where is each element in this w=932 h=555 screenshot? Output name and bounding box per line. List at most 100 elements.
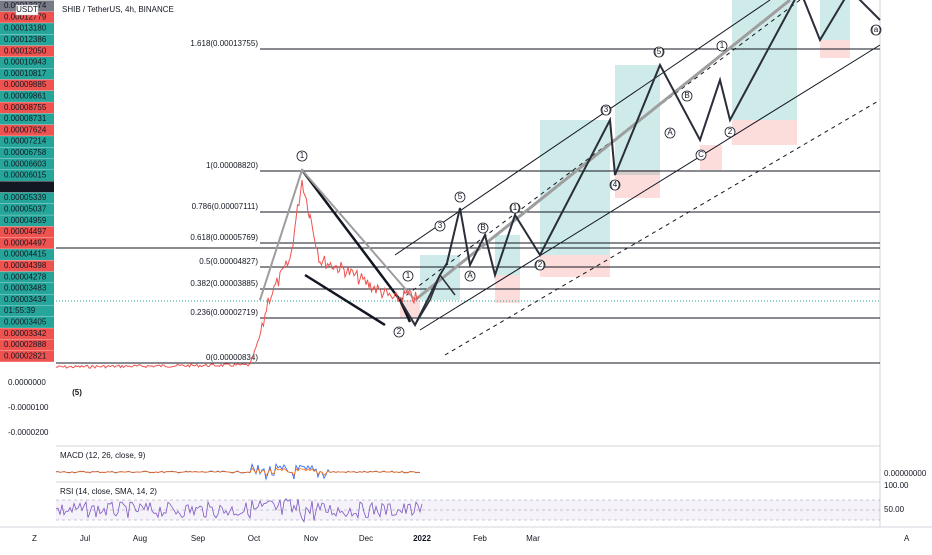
- wave-marker: [870, 24, 882, 36]
- wave-label: (3): [601, 105, 611, 114]
- price-label-box: [0, 45, 54, 57]
- price-label: 0.00003483: [4, 284, 47, 293]
- wave-label: 1: [406, 271, 411, 280]
- wave-label: A: [667, 128, 673, 137]
- fib-label: 0(0.00000834): [206, 353, 258, 362]
- price-label: 0.00010817: [4, 69, 47, 78]
- price-label: 0.00005037: [4, 205, 47, 214]
- price-label-box: [0, 102, 54, 114]
- wave-label: C: [698, 150, 704, 159]
- wave-marker: [695, 149, 707, 161]
- wave-marker: [477, 222, 489, 234]
- time-label: Aug: [133, 534, 147, 543]
- rsi-upper: 100.00: [884, 481, 909, 490]
- wave-marker: [464, 270, 476, 282]
- price-label: 0.00003342: [4, 329, 47, 338]
- price-label: 0.00010943: [4, 58, 47, 67]
- time-label: Mar: [526, 534, 540, 543]
- price-label-box: [0, 181, 54, 193]
- wave-marker: [716, 40, 728, 52]
- price-label-box: [0, 90, 54, 102]
- price-label-box: [0, 68, 54, 80]
- price-label: 0.00006015: [4, 171, 47, 180]
- price-label: 0.00004959: [4, 216, 47, 225]
- price-label: 0.00008731: [4, 114, 47, 123]
- wave-marker: [609, 179, 621, 191]
- price-label-box: [0, 113, 54, 125]
- price-label-box: [0, 34, 54, 46]
- scale-label: -0.0000200: [8, 428, 49, 437]
- wave-label: 2: [397, 327, 402, 336]
- currency-label: USDT: [16, 5, 38, 14]
- price-label-box: [0, 305, 54, 317]
- wave-label: (4): [610, 180, 620, 189]
- price-label-box: [0, 215, 54, 227]
- target-box: [495, 235, 520, 275]
- price-label: 0.00004278: [4, 272, 47, 281]
- price-label: 0.00002821: [4, 351, 47, 360]
- fib-label: 0.236(0.00002719): [190, 308, 258, 317]
- rsi-line: [55, 498, 423, 523]
- time-label: Oct: [248, 534, 261, 543]
- price-label-box: [0, 192, 54, 204]
- price-label-box: [0, 147, 54, 159]
- wave-label: (5): [654, 47, 664, 56]
- wave-label: 2: [728, 127, 733, 136]
- price-path: [55, 179, 419, 369]
- wave-marker: [393, 326, 405, 338]
- price-label-box: [0, 79, 54, 91]
- stop-box: [615, 170, 660, 198]
- wave-label: A: [467, 271, 473, 280]
- fib-label: 0.382(0.00003885): [190, 279, 258, 288]
- price-label-box: [0, 23, 54, 35]
- wave-marker: [534, 259, 546, 271]
- price-label-box: [0, 328, 54, 340]
- price-label-box: [0, 226, 54, 238]
- projection-zigzag: [399, 0, 881, 328]
- projection-zigzag: [414, 273, 456, 326]
- price-label: 0.00012386: [4, 35, 47, 44]
- price-label: 0.00008755: [4, 103, 47, 112]
- price-label: 0.00004398: [4, 261, 47, 270]
- wave-label: (2): [535, 260, 545, 269]
- time-label: Jul: [80, 534, 90, 543]
- currency-box: [15, 4, 39, 16]
- price-label: 0.00007624: [4, 125, 47, 134]
- price-label: 0.00007214: [4, 137, 47, 146]
- time-label: Nov: [304, 534, 318, 543]
- footer-right: A: [904, 534, 910, 543]
- rsi-mid: 50.00: [884, 505, 905, 514]
- price-label: 0.00004497: [4, 238, 47, 247]
- wave-label: B: [684, 91, 689, 100]
- scale-label: 0.0000000: [8, 378, 46, 387]
- fib-label: 1.618(0.00013755): [190, 39, 258, 48]
- time-label: Feb: [473, 534, 487, 543]
- wave-label: 3: [438, 221, 443, 230]
- wave-label: (1): [510, 203, 520, 212]
- price-label: 0.00003434: [4, 295, 47, 304]
- price-label-box: [0, 271, 54, 283]
- price-label-box: [0, 57, 54, 68]
- price-label: 0.00012050: [4, 46, 47, 55]
- price-label: 0.00012779: [4, 12, 47, 21]
- wave-label: 1: [300, 151, 305, 160]
- price-label-box: [0, 136, 54, 148]
- price-label-box: [0, 260, 54, 272]
- price-label: 0.00002888: [4, 340, 47, 349]
- stop-box: [540, 255, 610, 277]
- price-label-box: [0, 170, 54, 181]
- wave-marker: [454, 191, 466, 203]
- price-label: 0.00013180: [4, 24, 47, 33]
- wave-marker: [402, 270, 414, 282]
- wave-marker: [681, 90, 693, 102]
- fib-label: 1(0.00008820): [206, 161, 258, 170]
- wave-label: B: [480, 223, 485, 232]
- price-label: 0.00006758: [4, 148, 47, 157]
- wave-marker: [724, 126, 736, 138]
- price-label-box: [0, 283, 54, 294]
- rsi-label: RSI (14, close, SMA, 14, 2): [60, 487, 157, 496]
- time-label: Dec: [359, 534, 373, 543]
- wave-label: (5): [72, 388, 82, 397]
- price-label-box: [0, 316, 54, 328]
